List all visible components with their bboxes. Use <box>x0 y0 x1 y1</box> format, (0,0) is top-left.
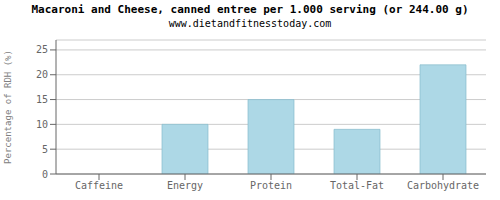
svg-text:10: 10 <box>36 119 48 130</box>
svg-text:Energy: Energy <box>167 180 203 191</box>
svg-text:Protein: Protein <box>250 180 292 191</box>
html-text:Macaroni and Cheese, canned en: Macaroni and Cheese, canned entree per 1… <box>31 3 469 16</box>
svg-text:15: 15 <box>36 94 48 105</box>
svg-text:0: 0 <box>42 169 48 180</box>
html-text:www.dietandfitnesstoday.com: www.dietandfitnesstoday.com <box>168 18 332 29</box>
svg-text:25: 25 <box>36 44 48 55</box>
svg-text:Carbohydrate: Carbohydrate <box>407 180 479 191</box>
svg-text:Total-Fat: Total-Fat <box>330 180 384 191</box>
svg-text:5: 5 <box>42 144 48 155</box>
svg-text:Percentage of RDH (%): Percentage of RDH (%) <box>8 50 13 164</box>
svg-text:Caffeine: Caffeine <box>75 180 123 191</box>
svg-text:20: 20 <box>36 69 48 80</box>
